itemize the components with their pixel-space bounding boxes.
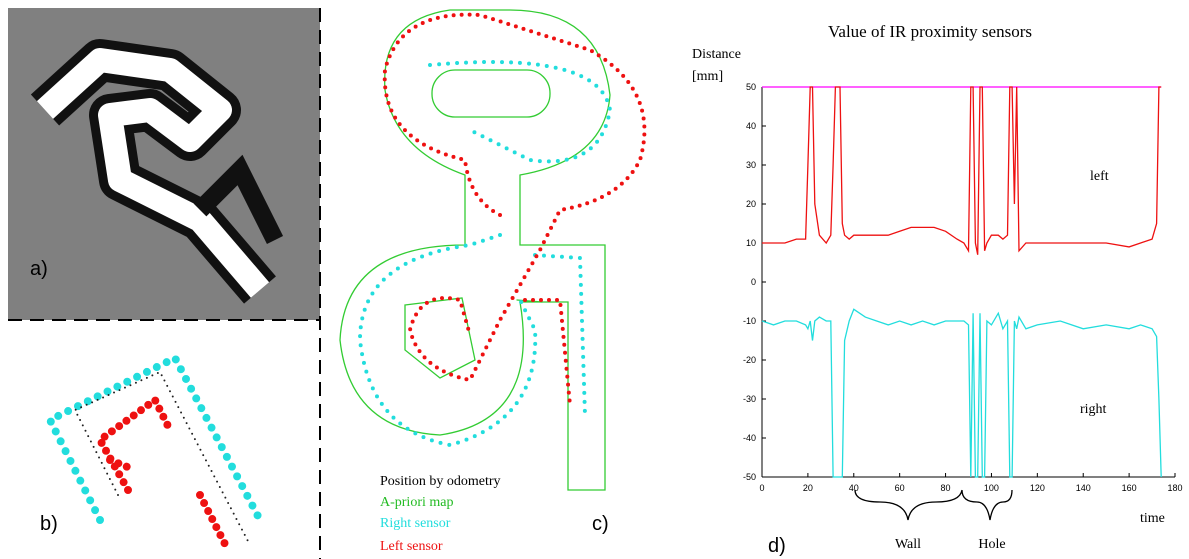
y-tick-label: -30 <box>743 394 756 404</box>
y-tick-label: -10 <box>743 316 756 326</box>
y-tick-label: -50 <box>743 472 756 482</box>
series-label: right <box>1080 402 1107 417</box>
x-tick-label: 40 <box>849 483 859 493</box>
x-tick-label: 160 <box>1122 483 1137 493</box>
chart-title: Value of IR proximity sensors <box>828 22 1032 41</box>
x-axis-label: time <box>1140 511 1165 526</box>
panel-b-plot <box>50 358 260 550</box>
bracket <box>855 490 1012 520</box>
annotation: Wall <box>895 537 921 552</box>
annotation: Hole <box>978 537 1005 552</box>
legend-entry: Right sensor <box>380 516 451 531</box>
panel-label: a) <box>30 258 48 280</box>
y-tick-label: -20 <box>743 355 756 365</box>
x-tick-label: 100 <box>984 483 999 493</box>
y-tick-label: 0 <box>751 277 756 287</box>
y-tick-label: -40 <box>743 433 756 443</box>
panel-label: d) <box>768 535 786 557</box>
x-tick-label: 120 <box>1030 483 1045 493</box>
x-tick-label: 20 <box>803 483 813 493</box>
x-tick-label: 0 <box>759 483 764 493</box>
panel-c-plot <box>340 10 644 490</box>
legend-entry: A-priori map <box>380 495 453 510</box>
figure: a) b) Position by odometry A-priori map … <box>0 0 1189 559</box>
x-tick-label: 60 <box>895 483 905 493</box>
legend-entry: Position by odometry <box>380 474 501 489</box>
y-tick-label: 10 <box>746 238 756 248</box>
y-tick-label: 30 <box>746 160 756 170</box>
series-label: left <box>1090 169 1109 184</box>
y-tick-label: 50 <box>746 82 756 92</box>
legend-entry: Left sensor <box>380 539 443 554</box>
x-tick-label: 80 <box>941 483 951 493</box>
panel-a-image <box>8 8 320 320</box>
y-axis-label: [mm] <box>692 69 723 84</box>
y-axis-label: Distance <box>692 47 741 62</box>
y-tick-label: 20 <box>746 199 756 209</box>
panel-label: c) <box>592 513 609 535</box>
panel-label: b) <box>40 513 58 535</box>
x-tick-label: 140 <box>1076 483 1091 493</box>
series-line <box>762 309 1161 477</box>
y-tick-label: 40 <box>746 121 756 131</box>
x-tick-label: 180 <box>1167 483 1182 493</box>
